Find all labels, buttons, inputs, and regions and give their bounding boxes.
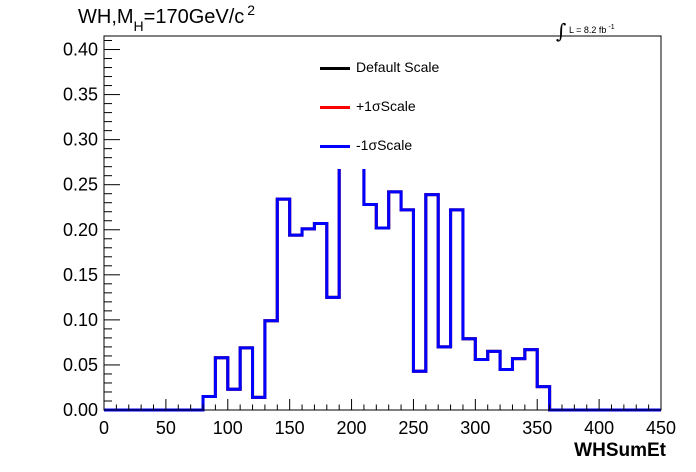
- plot-frame: [103, 35, 662, 411]
- luminosity-superscript: -1: [608, 24, 615, 31]
- legend-swatch-default: [320, 67, 350, 70]
- x-tick-label: 100: [213, 418, 243, 438]
- x-tick-label: 450: [646, 418, 676, 438]
- series-minus-1sigma: [104, 61, 661, 412]
- x-axis: 0 50 100 150 200 250 300 350 400 450: [99, 399, 676, 438]
- legend-swatch-plus-1sigma: [320, 106, 350, 109]
- y-tick-label: 0.15: [63, 265, 98, 285]
- luminosity-text: L = 8.2 fb: [568, 25, 607, 35]
- series-layer: [104, 61, 661, 412]
- y-tick-label: 0.25: [63, 175, 98, 195]
- y-tick-label: 0.05: [63, 355, 98, 375]
- legend-entry-plus-1sigma: +1σScale: [312, 91, 472, 130]
- x-tick-label: 150: [275, 418, 305, 438]
- x-tick-label: 0: [99, 418, 109, 438]
- title-main-text: =170GeV/c: [143, 6, 245, 28]
- y-axis: 0.00 0.05 0.10 0.15 0.20 0.25 0.30 0.35 0.40: [63, 40, 120, 420]
- integral-symbol: ∫: [556, 19, 567, 43]
- title-superscript: 2: [247, 2, 256, 18]
- x-tick-label: 50: [156, 418, 176, 438]
- x-tick-label: 300: [460, 418, 490, 438]
- luminosity-label: ∫ L = 8.2 fb -1: [556, 14, 615, 43]
- legend-entry-minus-1sigma: -1σScale: [312, 130, 472, 169]
- legend-swatch-minus-1sigma: [320, 145, 350, 148]
- y-tick-label: 0.40: [63, 40, 98, 60]
- y-tick-label: 0.00: [63, 400, 98, 420]
- x-tick-label: 400: [584, 418, 614, 438]
- title-subscript: H: [133, 18, 144, 34]
- x-tick-label: 350: [522, 418, 552, 438]
- x-tick-label: 250: [398, 418, 428, 438]
- legend: Default Scale +1σScale -1σScale: [312, 52, 472, 169]
- y-tick-label: 0.20: [63, 220, 98, 240]
- y-tick-label: 0.10: [63, 310, 98, 330]
- legend-entry-default: Default Scale: [312, 52, 472, 91]
- legend-label-minus-1sigma: -1σScale: [356, 137, 413, 153]
- x-axis-label: WHSumEt: [574, 440, 666, 461]
- legend-label-default: Default Scale: [356, 59, 440, 75]
- y-tick-label: 0.35: [63, 85, 98, 105]
- y-tick-label: 0.30: [63, 130, 98, 150]
- x-tick-label: 200: [337, 418, 367, 438]
- legend-label-plus-1sigma: +1σScale: [356, 98, 416, 114]
- title-prefix: WH,M: [78, 6, 134, 28]
- chart-title: WH,MH=170GeV/c 2: [78, 2, 255, 34]
